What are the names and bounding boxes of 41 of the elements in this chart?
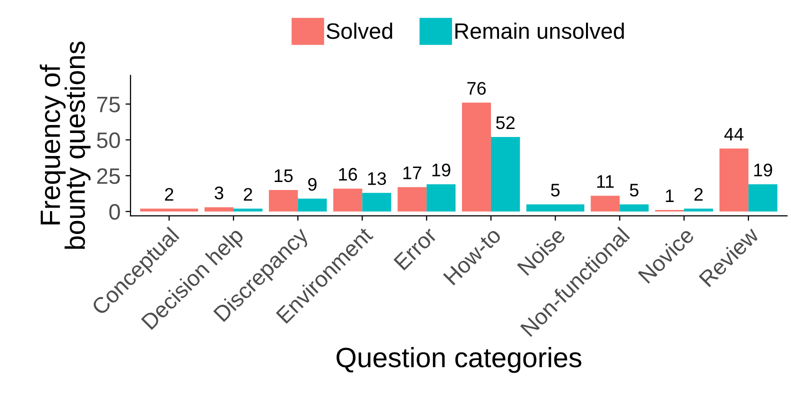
y-tick-label: 50 <box>96 132 120 148</box>
data-label: 2 <box>165 188 174 201</box>
bar <box>719 148 748 212</box>
data-label: 17 <box>403 166 422 180</box>
data-label: 11 <box>597 175 614 188</box>
bar <box>234 208 262 212</box>
data-label: 9 <box>308 178 317 191</box>
legend-label: Solved <box>326 22 392 39</box>
data-label: 1 <box>666 190 674 202</box>
bar <box>333 188 362 212</box>
data-label: 2 <box>244 188 252 201</box>
bar <box>462 102 491 212</box>
y-tick-label: 75 <box>97 96 120 112</box>
data-label: 2 <box>694 188 703 201</box>
data-label: 15 <box>274 170 293 182</box>
bar <box>298 198 327 212</box>
data-label: 5 <box>551 184 560 196</box>
bar <box>684 208 714 212</box>
data-label: 13 <box>368 172 386 186</box>
data-label: 16 <box>339 168 357 181</box>
data-label: 76 <box>467 82 486 95</box>
y-tick-label: 25 <box>97 168 120 184</box>
bar <box>748 184 778 212</box>
y-tick-label: 0 <box>109 204 120 220</box>
data-label: 3 <box>214 186 224 200</box>
bar <box>490 137 520 212</box>
y-axis-title: Frequency of bounty questions <box>40 42 91 249</box>
data-label: 19 <box>432 164 450 176</box>
data-label: 44 <box>724 128 744 140</box>
data-label: 52 <box>496 116 515 130</box>
bar <box>204 207 234 212</box>
bar <box>362 192 392 212</box>
bar <box>590 196 620 212</box>
x-axis-title: Question categories <box>336 347 582 373</box>
bar <box>620 204 649 212</box>
bar <box>268 190 298 212</box>
bar <box>426 184 456 212</box>
data-label: 5 <box>630 184 638 196</box>
legend-label: Remain unsolved <box>455 22 624 39</box>
data-label: 19 <box>754 164 772 176</box>
bar <box>398 187 427 212</box>
